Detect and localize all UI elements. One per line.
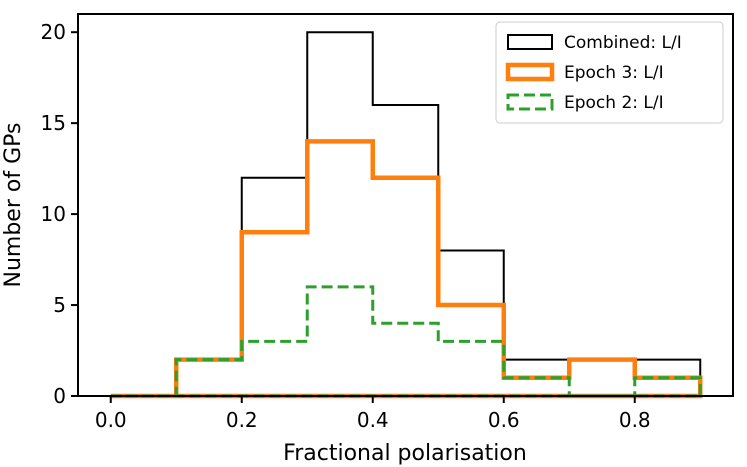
x-tick-label: 0.2 xyxy=(226,408,258,432)
x-tick-label: 0.0 xyxy=(95,408,127,432)
legend-label-2: Epoch 3: L/I xyxy=(564,63,664,83)
legend-label-3: Epoch 2: L/I xyxy=(564,93,664,113)
histogram-series-layer xyxy=(110,31,703,399)
y-tick-label: 5 xyxy=(53,293,66,317)
x-tick-label: 0.8 xyxy=(619,408,651,432)
legend-label-1: Combined: L/I xyxy=(564,33,682,53)
x-tick-label: 0.6 xyxy=(488,408,520,432)
legend-swatch-1 xyxy=(507,34,553,50)
y-tick-label: 10 xyxy=(41,202,66,226)
x-tick-label: 0.4 xyxy=(357,408,389,432)
legend-swatch-2 xyxy=(505,62,555,82)
legend: Combined: L/I Epoch 3: L/I Epoch 2: L/I xyxy=(495,21,724,124)
y-tick-label: 20 xyxy=(41,20,66,44)
histogram-series-2 xyxy=(110,139,703,399)
y-tick-label: 15 xyxy=(41,111,66,135)
y-axis-ticks: 0 5 10 15 20 xyxy=(41,20,78,408)
plot-frame xyxy=(77,13,734,397)
legend-swatch-3 xyxy=(506,93,554,111)
histogram-series-3 xyxy=(110,285,702,398)
x-axis-ticks: 0.0 0.2 0.4 0.6 0.8 xyxy=(95,396,651,432)
y-axis-title: Number of GPs xyxy=(1,123,26,288)
x-axis-title: Fractional polarisation xyxy=(283,441,527,466)
y-tick-label: 0 xyxy=(53,384,66,408)
